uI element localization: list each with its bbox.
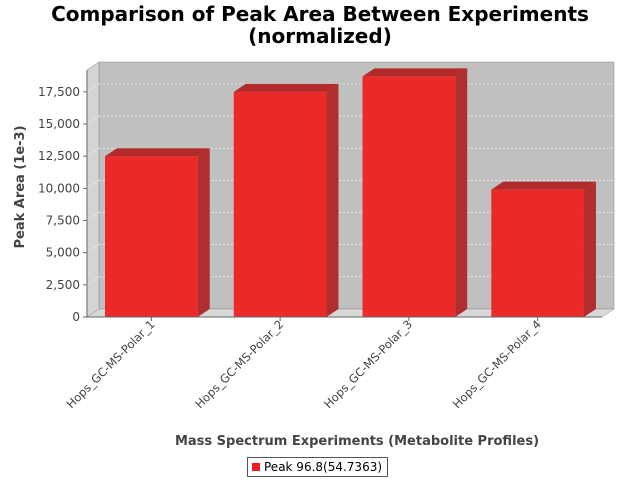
bar-side [326, 83, 339, 318]
axes [86, 70, 602, 318]
y-tick-label: 10,000 [38, 181, 80, 195]
x-axis-label: Mass Spectrum Experiments (Metabolite Pr… [175, 434, 539, 449]
y-tick-label: 15,000 [38, 117, 80, 131]
legend-label: Peak 96.8(54.7363) [264, 460, 383, 474]
bar-front [233, 91, 327, 318]
gridline-left [86, 83, 100, 93]
y-axis-label: Peak Area (1e-3) [13, 125, 28, 248]
x-tick-label: Hops_GC-MS-Polar_4 [450, 317, 544, 411]
gridline-left [86, 244, 100, 253]
y-tick-label: 2,500 [46, 278, 80, 292]
x-tick-label: Hops_GC-MS-Polar_1 [64, 317, 158, 411]
gridline-left [86, 276, 100, 286]
gridline-left [86, 212, 100, 221]
bar-top [362, 68, 468, 77]
x-tick-label: Hops_GC-MS-Polar_2 [192, 317, 286, 411]
bar [233, 83, 339, 318]
y-tick-label: 0 [72, 310, 80, 324]
gridline-left [86, 115, 100, 125]
legend-swatch [252, 463, 260, 471]
y-tick-label: 5,000 [46, 246, 80, 260]
bar-top [491, 181, 596, 190]
bar [491, 181, 596, 317]
bar [105, 148, 210, 317]
bar-front [491, 189, 584, 317]
y-tick-label: 7,500 [46, 214, 80, 228]
gridline-left [86, 147, 100, 157]
y-tick-label: 17,500 [38, 85, 80, 99]
bar-top [105, 148, 210, 157]
bar-side [197, 148, 210, 317]
plot-left-wall [86, 61, 100, 318]
bar [362, 68, 468, 318]
chart-title: Comparison of Peak Area Between Experime… [51, 2, 589, 26]
bar-front [105, 156, 198, 317]
gridline-left [86, 180, 100, 189]
bar-front [362, 76, 456, 318]
bar-side [455, 68, 468, 318]
x-tick-label: Hops_GC-MS-Polar_3 [321, 317, 415, 411]
bar-top [233, 83, 339, 92]
bar-side [583, 181, 596, 317]
legend: Peak 96.8(54.7363) [247, 457, 388, 477]
chart-subtitle: (normalized) [248, 24, 392, 48]
bars [105, 68, 596, 318]
x-axis-ticks: Hops_GC-MS-Polar_1 Hops_GC-MS-Polar_2 Hops… [64, 317, 544, 411]
y-axis-ticks: 0 2,500 5,000 7,500 10,000 12,500 15,000 17,500 [38, 85, 87, 324]
y-tick-label: 12,500 [38, 149, 80, 163]
